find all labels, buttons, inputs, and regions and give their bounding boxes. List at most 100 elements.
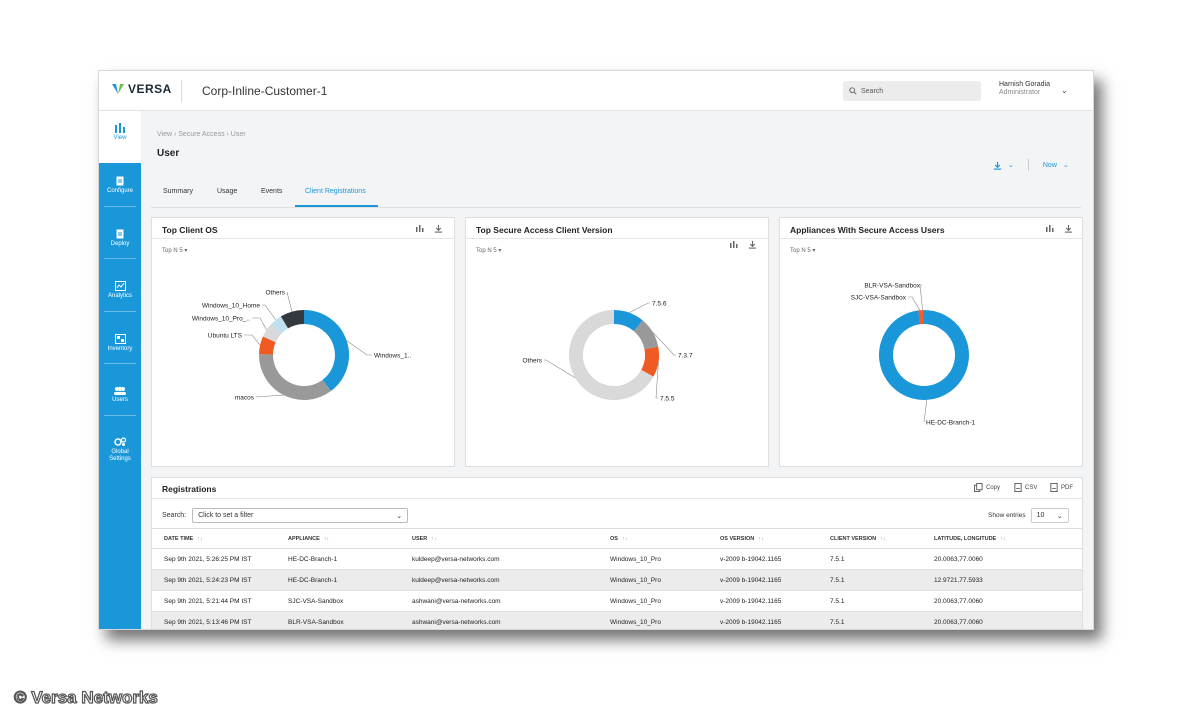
donut-slice[interactable] <box>633 320 659 350</box>
card-appliances: Appliances With Secure Access Users Top … <box>779 217 1083 467</box>
breadcrumb[interactable]: View › Secure Access › User <box>157 131 246 138</box>
tab-usage[interactable]: Usage <box>217 188 238 195</box>
card-actions <box>1046 224 1073 233</box>
card-divider <box>152 238 454 239</box>
bar-chart-icon[interactable] <box>416 224 424 232</box>
table-row[interactable]: Sep 9th 2021, 5:13:46 PM IST BLR-VSA-Sand… <box>152 611 1082 629</box>
sidebar-item-view[interactable]: View <box>99 111 141 163</box>
sidebar: View Configure Deploy Analytics Inventor… <box>99 111 141 629</box>
column-header[interactable]: Date Time ↑↓ <box>152 528 276 549</box>
bar-chart-icon[interactable] <box>1046 224 1054 232</box>
pdf-button[interactable]: PDF <box>1050 483 1073 492</box>
table-cell: Windows_10_Pro <box>598 548 708 570</box>
copy-button[interactable]: Copy <box>974 483 1000 492</box>
topn-select[interactable]: Top N 5 ▾ <box>162 248 188 254</box>
download-icon[interactable] <box>1064 224 1073 233</box>
slice-leader-line <box>908 296 921 311</box>
chevron-down-icon[interactable]: ⌄ <box>1062 162 1069 169</box>
donut-slice[interactable] <box>262 324 282 343</box>
sidebar-item-deploy[interactable]: Deploy <box>99 229 141 248</box>
column-header[interactable]: User ↑↓ <box>400 528 598 549</box>
sidebar-item-inventory[interactable]: Inventory <box>99 334 141 353</box>
chevron-down-icon[interactable]: ⌄ <box>1061 86 1068 95</box>
donut-slice[interactable] <box>569 310 654 400</box>
sidebar-item-analytics[interactable]: Analytics <box>99 281 141 300</box>
sidebar-divider <box>104 363 136 364</box>
search-input[interactable]: Search <box>843 81 981 101</box>
sidebar-item-global-settings[interactable]: Global Settings <box>99 437 141 463</box>
search-row: Search: Click to set a filter ⌄ <box>162 508 409 523</box>
sidebar-item-users[interactable]: Users <box>99 386 141 404</box>
csv-button[interactable]: CSV <box>1014 483 1037 492</box>
tab-client-registrations[interactable]: Client Registrations <box>305 188 366 195</box>
table-cell: Sep 9th 2021, 5:26:25 PM IST <box>152 548 276 570</box>
bar-chart-icon[interactable] <box>730 240 738 248</box>
donut-slice[interactable] <box>259 354 331 400</box>
slice-leader-line <box>244 334 261 346</box>
sidebar-divider <box>104 311 136 312</box>
donut-slice[interactable] <box>271 316 289 334</box>
sort-icon[interactable]: ↑↓ <box>323 535 330 542</box>
column-header[interactable]: Client Version ↑↓ <box>818 528 922 549</box>
slice-label: Others <box>522 358 542 365</box>
donut-slice[interactable] <box>259 336 276 355</box>
topn-select[interactable]: Top N 5 ▾ <box>476 248 502 254</box>
column-header[interactable]: Latitude, Longitude ↑↓ <box>922 528 1082 549</box>
tenant-name[interactable]: Corp-Inline-Customer-1 <box>202 84 328 98</box>
topn-select[interactable]: Top N 5 ▾ <box>790 248 816 254</box>
donut-slice[interactable] <box>640 346 659 377</box>
sidebar-item-label: Inventory <box>107 346 133 352</box>
entries-select[interactable]: 10 ⌄ <box>1030 508 1069 523</box>
csv-label: CSV <box>1025 484 1038 491</box>
sidebar-divider <box>104 206 136 207</box>
sort-icon[interactable]: ↑↓ <box>758 535 764 542</box>
sort-icon[interactable]: ↑↓ <box>880 535 886 542</box>
donut-slice[interactable] <box>879 310 969 400</box>
column-header[interactable]: OS Version ↑↓ <box>708 528 818 549</box>
slice-leader-line <box>286 291 293 312</box>
tab-summary[interactable]: Summary <box>163 188 193 195</box>
column-header-label: OS <box>610 535 618 542</box>
column-header-label: User <box>412 535 428 542</box>
donut-slice[interactable] <box>280 310 305 329</box>
column-header[interactable]: Appliance ↑↓ <box>276 528 400 549</box>
table-cell: v-2009 b-19042.1165 <box>708 611 818 629</box>
filter-select[interactable]: Click to set a filter ⌄ <box>192 508 409 523</box>
download-icon[interactable] <box>434 224 443 233</box>
table-cell: Windows_10_Pro <box>598 611 708 629</box>
tab-events[interactable]: Events <box>261 188 283 195</box>
column-header-label: Appliance <box>288 535 320 542</box>
sidebar-divider <box>104 415 136 416</box>
inventory-icon <box>114 334 126 344</box>
donut-slice[interactable] <box>303 310 349 392</box>
table-cell: 12.9721,77.5933 <box>922 569 1082 591</box>
search-icon <box>849 87 857 95</box>
user-menu[interactable]: Harnish Goradia Administrator <box>999 81 1050 97</box>
table-row[interactable]: Sep 9th 2021, 5:26:25 PM IST HE-DC-Branch… <box>152 548 1082 570</box>
search-label: Search: <box>162 512 187 519</box>
table-cell: 7.5.1 <box>818 569 922 591</box>
download-icon[interactable] <box>748 240 757 249</box>
sort-icon[interactable]: ↑↓ <box>431 535 437 542</box>
card-actions <box>730 240 757 249</box>
table-row[interactable]: Sep 9th 2021, 5:21:44 PM IST SJC-VSA-Sand… <box>152 590 1082 612</box>
sidebar-item-configure[interactable]: Configure <box>99 176 141 195</box>
filter-placeholder: Click to set a filter <box>198 512 254 519</box>
donut-slice[interactable] <box>613 310 643 332</box>
time-range-select[interactable]: Now <box>1042 161 1057 169</box>
table-cell: 7.5.1 <box>818 611 922 629</box>
chevron-down-icon[interactable]: ⌄ <box>1008 162 1014 169</box>
table-cell: Windows_10_Pro <box>598 569 708 591</box>
sort-icon[interactable]: ↑↓ <box>197 535 203 542</box>
download-icon[interactable] <box>993 161 1002 170</box>
table-body: Sep 9th 2021, 5:26:25 PM IST HE-DC-Branch… <box>152 548 1082 629</box>
card-divider <box>780 238 1082 239</box>
sort-icon[interactable]: ↑↓ <box>621 535 628 542</box>
table-row[interactable]: Sep 9th 2021, 5:24:23 PM IST HE-DC-Branch… <box>152 569 1082 591</box>
sidebar-item-label: View <box>113 135 127 141</box>
sort-icon[interactable]: ↑↓ <box>1000 535 1006 542</box>
user-role: Administrator <box>999 89 1041 96</box>
column-header[interactable]: OS ↑↓ <box>598 528 708 549</box>
versa-logo[interactable]: VERSA <box>111 82 172 96</box>
appliances-donut: HE-DC-Branch-1 SJC-VSA-Sandbox BLR-VSA-San… <box>851 283 976 427</box>
